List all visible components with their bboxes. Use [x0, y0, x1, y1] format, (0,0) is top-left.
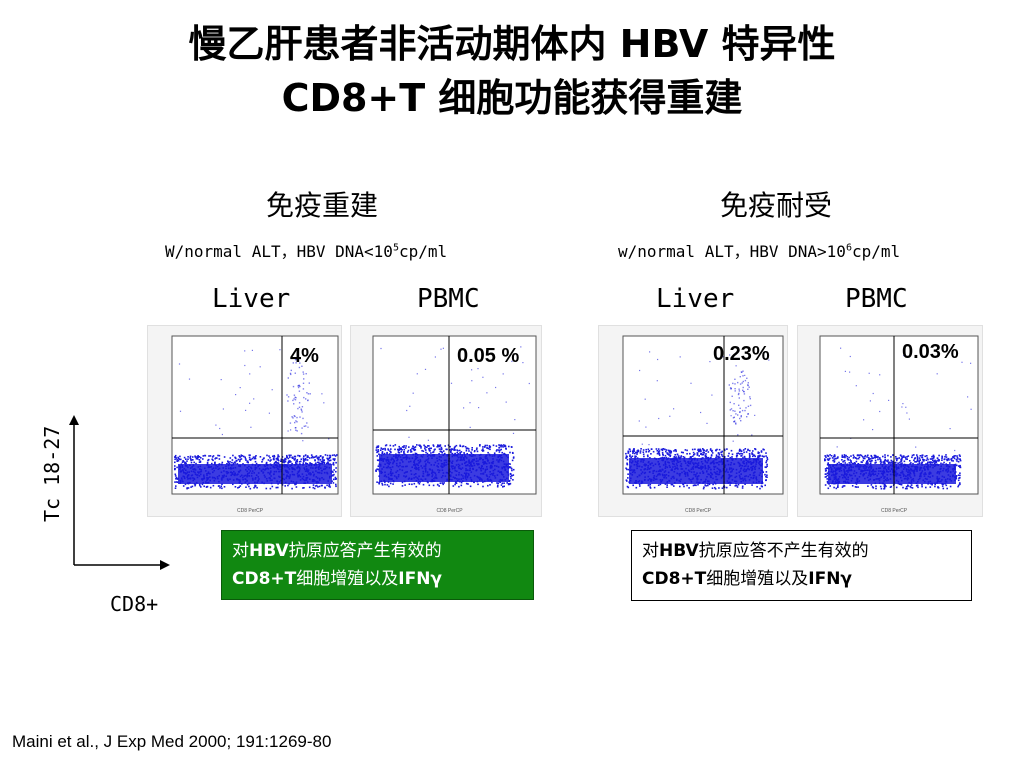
plot-x-axis-caption: CD8 PerCP — [881, 508, 908, 514]
plot-label-liver-2: Liver — [656, 284, 735, 314]
axis-arrows — [69, 415, 170, 570]
group-condition-reconstitution: W/normal ALT，HBV DNA<105cp/ml — [165, 242, 448, 261]
flow-plot-liver-reconstitution: 4% CD8 PerCP — [147, 325, 342, 517]
flow-plot-pbmc-reconstitution: 0.05 % CD8 PerCP — [350, 325, 542, 517]
title-line-1: 慢乙肝患者非活动期体内 HBV 特异性 — [188, 22, 836, 66]
plot-percent-label: 0.03% — [902, 341, 959, 363]
x-axis-label: CD8+ — [110, 592, 159, 616]
plot-x-axis-caption: CD8 PerCP — [437, 508, 464, 514]
flow-plot-liver-tolerance: 0.23% CD8 PerCP — [598, 325, 788, 517]
plot-percent-label: 0.23% — [713, 343, 770, 365]
group-heading-tolerance: 免疫耐受 — [720, 189, 833, 222]
plot-x-axis-caption: CD8 PerCP — [237, 508, 264, 514]
plot-x-axis-caption: CD8 PerCP — [685, 508, 712, 514]
group-heading-reconstitution: 免疫重建 — [266, 189, 379, 222]
plot-label-pbmc-2: PBMC — [845, 284, 908, 314]
plot-label-pbmc-1: PBMC — [417, 284, 480, 314]
plot-label-liver-1: Liver — [212, 284, 291, 314]
plot-percent-label: 4% — [290, 345, 319, 367]
note-no-effective-response: 对HBV抗原应答不产生有效的 CD8+T细胞增殖以及IFNγ — [631, 530, 972, 601]
plot-percent-label: 0.05 % — [457, 345, 519, 367]
citation: Maini et al., J Exp Med 2000; 191:1269-8… — [12, 732, 332, 751]
group-condition-tolerance: w/normal ALT，HBV DNA>106cp/ml — [618, 242, 901, 261]
title-line-2: CD8+T 细胞功能获得重建 — [281, 76, 743, 120]
y-axis-label: Tc 18-27 — [40, 425, 64, 522]
flow-plot-pbmc-tolerance: 0.03% CD8 PerCP — [797, 325, 983, 517]
note-effective-response: 对HBV抗原应答产生有效的 CD8+T细胞增殖以及IFNγ — [221, 530, 534, 600]
